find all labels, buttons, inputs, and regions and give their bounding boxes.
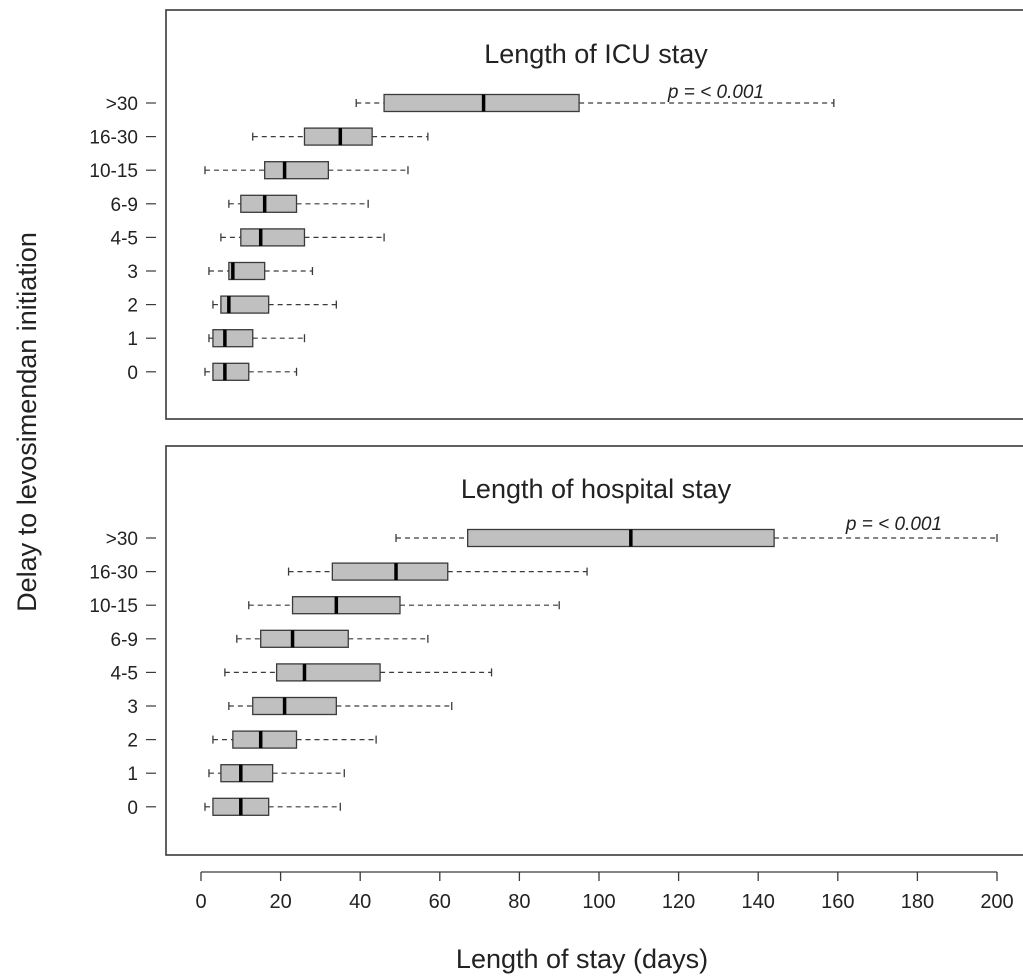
hospital-category-label: 2: [127, 731, 138, 752]
icu-box-4-5: [220, 228, 385, 247]
icu-box-1: [208, 329, 306, 348]
x-tick-label: 0: [195, 891, 206, 913]
hospital-category-label: 6-9: [111, 630, 138, 651]
hospital-boxes: [204, 528, 998, 816]
y-axis-title: Delay to levosimendan initiation: [12, 232, 42, 612]
hospital-category-labels: >30 16-30 10-15 6-9 4-5 3 2 1 0: [89, 529, 156, 819]
icu-box-16-30: [252, 127, 429, 146]
hospital-box-10-15: [248, 596, 560, 615]
x-tick-label: 120: [662, 891, 695, 913]
iqr-box: [240, 228, 306, 247]
x-tick-label: 100: [582, 891, 615, 913]
x-tick-label: 80: [508, 891, 530, 913]
hospital-category-label: 10-15: [89, 596, 138, 617]
iqr-box: [220, 764, 274, 783]
hospital-panel-title: Length of hospital stay: [461, 474, 732, 504]
iqr-box: [212, 329, 254, 348]
icu-box-0: [204, 362, 298, 381]
icu-category-label: 6-9: [111, 195, 138, 216]
icu-category-label: 0: [127, 363, 138, 384]
x-axis: 0 20 40 60 80 100 120 140 160 180 200: [195, 871, 1014, 913]
hospital-category-label: 1: [127, 764, 138, 785]
icu-p-value: p = < 0.001: [667, 82, 764, 103]
hospital-box-2: [212, 730, 377, 749]
icu-category-labels: >30 16-30 10-15 6-9 4-5 3 2 1 0: [89, 94, 156, 384]
icu-box-3: [208, 261, 314, 281]
icu-category-label: 16-30: [89, 128, 138, 149]
x-tick-label: 60: [429, 891, 451, 913]
hospital-box-3: [228, 696, 453, 716]
iqr-box: [232, 730, 298, 749]
icu-category-label: >30: [106, 94, 138, 115]
iqr-box: [275, 663, 381, 682]
iqr-box: [260, 629, 349, 648]
x-tick-label: 20: [269, 891, 291, 913]
x-tick-label: 140: [742, 891, 775, 913]
iqr-box: [291, 596, 401, 615]
iqr-box: [240, 194, 298, 213]
hospital-box-16-30: [287, 562, 588, 581]
x-tick-label: 200: [980, 891, 1013, 913]
iqr-box: [228, 261, 266, 281]
hospital-category-label: >30: [106, 529, 138, 550]
hospital-box-0: [204, 797, 341, 816]
hospital-category-label: 16-30: [89, 563, 138, 584]
icu-category-label: 2: [127, 296, 138, 317]
icu-category-label: 3: [127, 262, 138, 283]
icu-category-label: 4-5: [111, 228, 138, 249]
hospital-category-label: 4-5: [111, 663, 138, 684]
icu-panel-title: Length of ICU stay: [484, 39, 708, 69]
hospital-p-value: p = < 0.001: [845, 514, 942, 535]
iqr-box: [212, 362, 250, 381]
icu-category-label: 1: [127, 329, 138, 350]
icu-box->30: [355, 93, 835, 113]
hospital-box->30: [395, 528, 998, 548]
icu-box-2: [212, 295, 337, 314]
icu-box-6-9: [228, 194, 369, 213]
iqr-box: [303, 127, 373, 146]
hospital-box-4-5: [224, 663, 493, 682]
hospital-category-label: 3: [127, 697, 138, 718]
hospital-category-label: 0: [127, 798, 138, 819]
icu-category-label: 10-15: [89, 161, 138, 182]
icu-boxes: [204, 93, 835, 381]
iqr-box: [252, 696, 337, 716]
hospital-box-1: [208, 764, 345, 783]
x-tick-label: 40: [349, 891, 371, 913]
hospital-panel-frame: [165, 445, 1023, 856]
x-tick-label: 180: [901, 891, 934, 913]
iqr-box: [331, 562, 449, 581]
iqr-box: [383, 93, 580, 113]
hospital-box-6-9: [236, 629, 429, 648]
icu-box-10-15: [204, 161, 409, 180]
icu-panel-frame: [165, 9, 1023, 420]
iqr-box: [467, 528, 775, 548]
x-tick-label: 160: [821, 891, 854, 913]
iqr-box: [220, 295, 270, 314]
iqr-box: [264, 161, 330, 180]
x-axis-title: Length of stay (days): [456, 944, 708, 974]
